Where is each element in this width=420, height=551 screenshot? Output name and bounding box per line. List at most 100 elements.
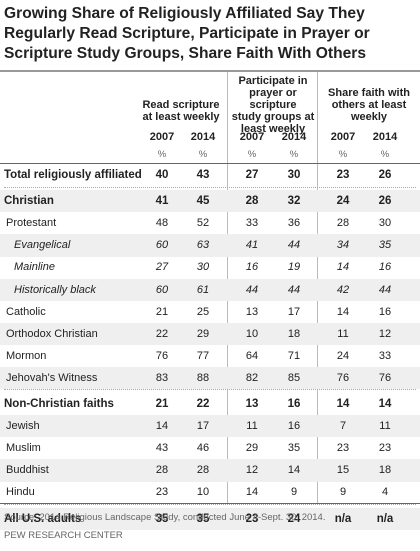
row-label: Hindu [6, 486, 35, 499]
table-cell: 71 [287, 349, 301, 362]
year-header: 2007 [330, 131, 356, 143]
table-cell: 26 [378, 195, 392, 208]
table-row: Total religiously affiliated 40 43 27 30 23 26 [0, 164, 420, 186]
year-header: 2007 [149, 131, 175, 143]
table-cell: 9 [339, 486, 347, 499]
row-label: Catholic [6, 305, 46, 318]
table-cell: 12 [378, 327, 392, 340]
table-row: Evangelical 60 63 41 44 34 35 [0, 234, 420, 257]
table-cell: 11 [337, 327, 349, 340]
table-cell: 26 [378, 169, 392, 181]
title-line: Growing Share of Religiously Affiliated … [4, 5, 365, 22]
table-cell: 16 [378, 305, 392, 318]
table-row: Protestant 48 52 33 36 28 30 [0, 212, 420, 234]
group-header-prayer-groups: Participate in prayer or scripture study… [231, 75, 315, 135]
table-cell: 48 [155, 217, 169, 230]
table-cell: 61 [196, 283, 210, 296]
group-header-read-scripture: Read scripture at least weekly [142, 99, 220, 123]
row-label: Mainline [14, 261, 55, 274]
table-cell: 24 [336, 349, 350, 362]
table-row: Non-Christian faiths 21 22 13 16 14 14 [0, 393, 420, 415]
section-divider [4, 389, 416, 391]
table-cell: 44 [245, 283, 259, 296]
table-cell: 43 [155, 442, 169, 455]
table-cell: 14 [336, 261, 350, 274]
table-cell: 44 [287, 283, 301, 296]
table-cell: 16 [245, 261, 259, 274]
table-cell: 18 [287, 327, 301, 340]
table-cell: 28 [336, 217, 350, 230]
table-cell: 28 [245, 195, 259, 208]
table-cell: 17 [196, 420, 210, 433]
row-label: All U.S. adults [4, 512, 82, 525]
row-label: Historically black [14, 283, 96, 296]
table-cell: 24 [336, 195, 350, 208]
table-cell: n/a [334, 512, 352, 525]
table-row: Mainline 27 30 16 19 14 16 [0, 256, 420, 278]
table-cell: 88 [196, 371, 210, 384]
source-note: Source: 2014 Religious Landscape Study, … [4, 512, 326, 523]
table-cell: 22 [155, 327, 169, 340]
row-label: Christian [4, 195, 54, 208]
table-cell: 60 [155, 239, 169, 252]
table-cell: 16 [378, 261, 392, 274]
table-cell: 23 [336, 442, 350, 455]
table-cell: 16 [287, 398, 301, 410]
table-row: Buddhist 28 28 12 14 15 18 [0, 459, 420, 482]
table-row: Jewish 14 17 11 16 7 11 [0, 415, 420, 438]
table-cell: 23 [245, 512, 259, 525]
table-cell: 44 [378, 283, 392, 296]
row-label: Mormon [6, 349, 47, 362]
section-divider [4, 186, 416, 188]
table-cell: 45 [196, 195, 210, 208]
table-cell: 11 [246, 420, 258, 433]
header-rule [0, 163, 420, 164]
table-cell: 46 [196, 442, 210, 455]
row-label: Jehovah's Witness [6, 371, 98, 384]
table-cell: 52 [196, 217, 210, 230]
table-cell: 21 [155, 398, 169, 410]
table-cell: 41 [155, 195, 169, 208]
table-cell: 27 [245, 169, 259, 181]
row-label: Buddhist [6, 464, 49, 477]
year-header: 2014 [372, 131, 398, 143]
table-row: Hindu 23 10 14 9 9 4 [0, 481, 420, 503]
unit-label: % [380, 149, 390, 160]
table-cell: 41 [245, 239, 259, 252]
table-cell: 10 [245, 327, 259, 340]
table-cell: 76 [155, 349, 169, 362]
table-cell: 11 [379, 420, 391, 433]
table-cell: 21 [155, 305, 169, 318]
table-cell: 7 [339, 420, 347, 433]
table-cell: 40 [155, 169, 169, 181]
table-cell: 63 [196, 239, 210, 252]
table-cell: 14 [245, 486, 259, 499]
table-cell: 60 [155, 283, 169, 296]
table-cell: 9 [290, 486, 298, 499]
unit-label: % [198, 149, 208, 160]
table-cell: 28 [196, 464, 210, 477]
table-cell: 14 [336, 305, 350, 318]
table-cell: 30 [287, 169, 301, 181]
row-label: Muslim [6, 442, 41, 455]
table-cell: 36 [287, 217, 301, 230]
table-cell: 29 [245, 442, 259, 455]
table-cell: 82 [245, 371, 259, 384]
table-cell: 85 [287, 371, 301, 384]
table-cell: 15 [336, 464, 350, 477]
table-row: Mormon 76 77 64 71 24 33 [0, 345, 420, 367]
table-row: Muslim 43 46 29 35 23 23 [0, 437, 420, 459]
table-cell: 76 [378, 371, 392, 384]
table-cell: 29 [196, 327, 210, 340]
unit-label: % [157, 149, 167, 160]
table-row: Historically black 60 61 44 44 42 44 [0, 278, 420, 301]
row-label: Total religiously affiliated [4, 169, 142, 181]
row-label: Evangelical [14, 239, 71, 252]
unit-label: % [289, 149, 299, 160]
table-cell: 18 [378, 464, 392, 477]
table-cell: 14 [155, 420, 169, 433]
table-cell: 35 [196, 512, 210, 525]
table-cell: 14 [336, 398, 350, 410]
table-cell: n/a [376, 512, 394, 525]
table-cell: 19 [287, 261, 301, 274]
